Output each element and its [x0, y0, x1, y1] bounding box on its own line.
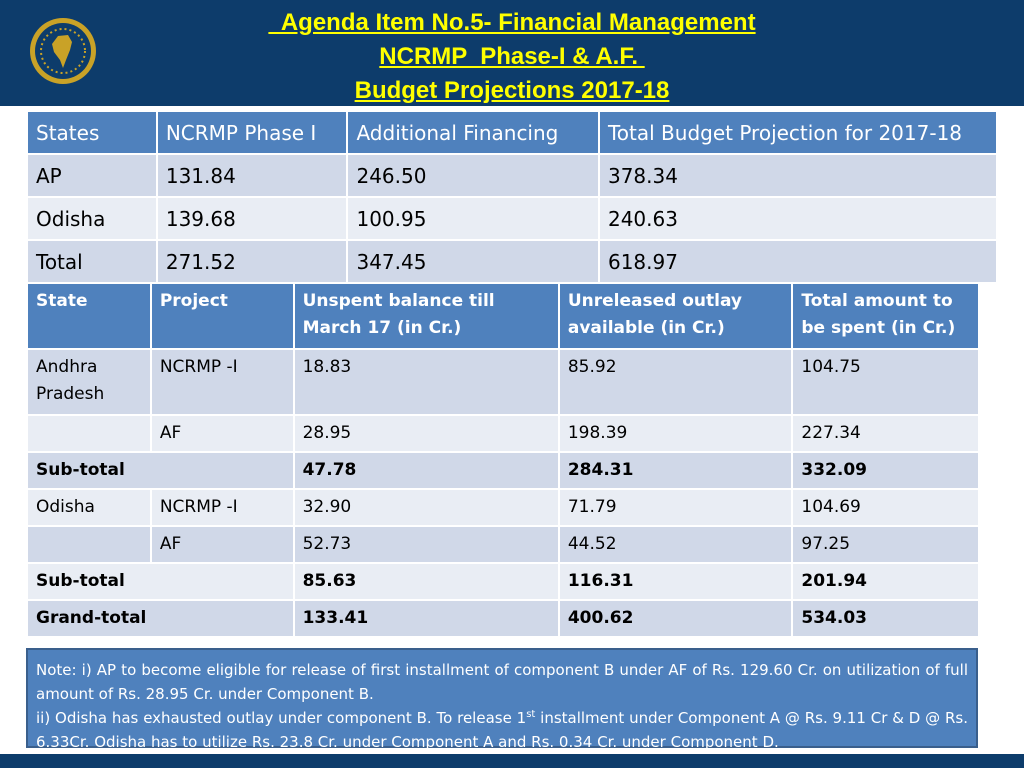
note-line-2-a: ii) Odisha has exhausted outlay under co…: [36, 709, 527, 727]
grand-total-row: Grand-total 133.41 400.62 534.03: [26, 599, 980, 638]
table-cell: Andhra Pradesh: [26, 348, 152, 416]
note-line-2-b: installment under Component A @ Rs. 9.11…: [36, 709, 968, 751]
title-line-2: NCRMP Phase-I & A.F.: [379, 43, 645, 70]
table-cell: 534.03: [791, 599, 980, 638]
table-cell: 240.63: [597, 196, 999, 241]
table-cell: 133.41: [292, 599, 560, 638]
col-header-project: Project: [149, 282, 295, 350]
table-header-row: State Project Unspent balance till March…: [26, 282, 980, 350]
col-header-state: State: [26, 282, 152, 350]
table-cell: 32.90: [292, 488, 560, 527]
header-bar: Agenda Item No.5- Financial Management N…: [0, 0, 1024, 106]
table-cell: 85.63: [292, 562, 560, 601]
table-cell: 400.62: [557, 599, 794, 638]
col-header-total-to-spend: Total amount to be spent (in Cr.): [791, 282, 980, 350]
table-cell: NCRMP -I: [149, 348, 295, 416]
subtotal-row: Sub-total 85.63 116.31 201.94: [26, 562, 980, 601]
title-line-1: Agenda Item No.5- Financial Management: [268, 9, 756, 36]
table-cell: 332.09: [791, 451, 980, 490]
table-cell: AF: [149, 525, 295, 564]
table-row: AP 131.84 246.50 378.34: [26, 153, 999, 198]
table-row: AF 28.95 198.39 227.34: [26, 414, 980, 453]
table-cell: Grand-total: [26, 599, 295, 638]
table-cell: AF: [149, 414, 295, 453]
subtotal-row: Sub-total 47.78 284.31 332.09: [26, 451, 980, 490]
table-cell: 52.73: [292, 525, 560, 564]
col-header-unspent-balance: Unspent balance till March 17 (in Cr.): [292, 282, 560, 350]
table-cell: [26, 525, 152, 564]
table-row: Odisha NCRMP -I 32.90 71.79 104.69: [26, 488, 980, 527]
table-cell: 47.78: [292, 451, 560, 490]
note-line-1: Note: i) AP to become eligible for relea…: [36, 661, 968, 703]
outlay-detail-table: State Project Unspent balance till March…: [26, 282, 980, 638]
table-cell: Odisha: [26, 488, 152, 527]
table-cell: Sub-total: [26, 562, 295, 601]
table-cell: [26, 414, 152, 453]
table-cell: 71.79: [557, 488, 794, 527]
footer-bar: [0, 754, 1024, 768]
table-cell: 618.97: [597, 239, 999, 284]
table-cell: 227.34: [791, 414, 980, 453]
table-cell: 347.45: [346, 239, 600, 284]
table-cell: 104.75: [791, 348, 980, 416]
table-cell: AP: [26, 153, 158, 198]
note-superscript: st: [526, 709, 536, 720]
table-cell: 28.95: [292, 414, 560, 453]
table-cell: 116.31: [557, 562, 794, 601]
table-cell: Total: [26, 239, 158, 284]
table-row: Odisha 139.68 100.95 240.63: [26, 196, 999, 241]
col-header-ncrmp-phase-i: NCRMP Phase I: [155, 110, 349, 155]
table-cell: 18.83: [292, 348, 560, 416]
table-cell: NCRMP -I: [149, 488, 295, 527]
table-row: AF 52.73 44.52 97.25: [26, 525, 980, 564]
table-cell: Sub-total: [26, 451, 295, 490]
table-cell: 246.50: [346, 153, 600, 198]
table-cell: 104.69: [791, 488, 980, 527]
table-cell: 85.92: [557, 348, 794, 416]
col-header-total-budget: Total Budget Projection for 2017-18: [597, 110, 999, 155]
table-cell: Odisha: [26, 196, 158, 241]
table-cell: 378.34: [597, 153, 999, 198]
table-cell: 271.52: [155, 239, 349, 284]
table-cell: 139.68: [155, 196, 349, 241]
table-row: Total 271.52 347.45 618.97: [26, 239, 999, 284]
col-header-states: States: [26, 110, 158, 155]
table-cell: 284.31: [557, 451, 794, 490]
col-header-unreleased-outlay: Unreleased outlay available (in Cr.): [557, 282, 794, 350]
ncrmp-emblem-logo-icon: [30, 18, 96, 84]
table-row: Andhra Pradesh NCRMP -I 18.83 85.92 104.…: [26, 348, 980, 416]
table-cell: 100.95: [346, 196, 600, 241]
table-cell: 131.84: [155, 153, 349, 198]
title-line-3: Budget Projections 2017-18: [354, 77, 670, 104]
note-box: Note: i) AP to become eligible for relea…: [26, 648, 978, 751]
note-line-2: ii) Odisha has exhausted outlay under co…: [36, 706, 968, 754]
table-cell: 198.39: [557, 414, 794, 453]
budget-projection-table: States NCRMP Phase I Additional Financin…: [26, 110, 999, 284]
table-cell: 201.94: [791, 562, 980, 601]
table-cell: 44.52: [557, 525, 794, 564]
col-header-additional-financing: Additional Financing: [346, 110, 600, 155]
table-cell: 97.25: [791, 525, 980, 564]
slide-title: Agenda Item No.5- Financial Management N…: [140, 6, 884, 108]
table-header-row: States NCRMP Phase I Additional Financin…: [26, 110, 999, 155]
